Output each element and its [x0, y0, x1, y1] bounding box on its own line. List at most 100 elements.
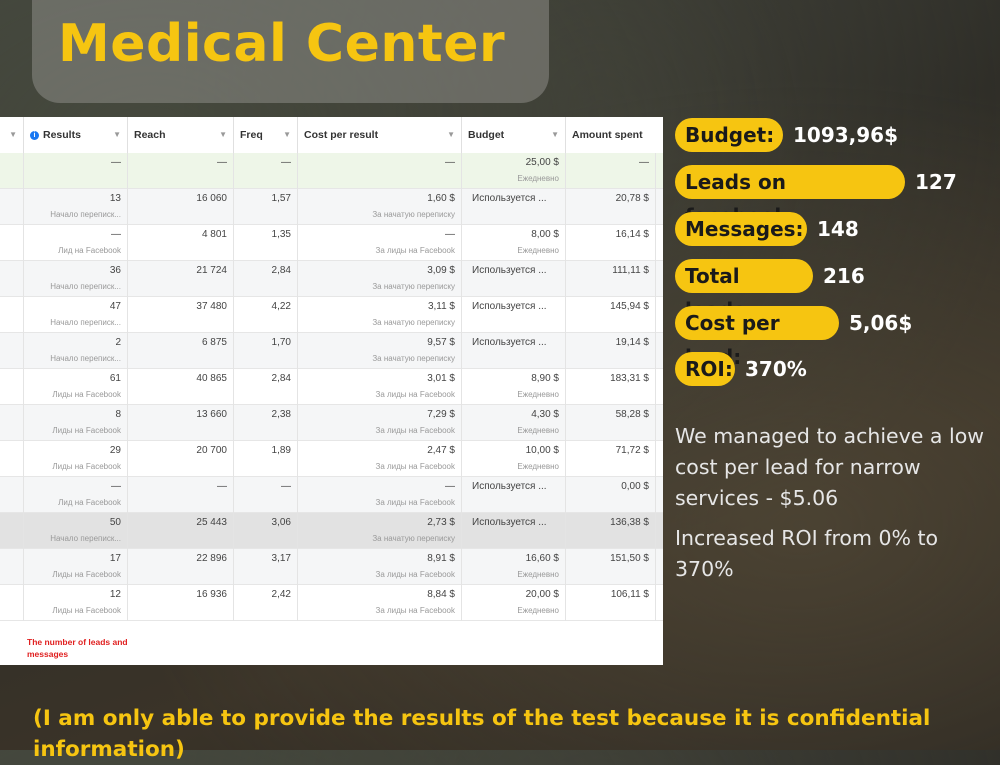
cell-value: Используется ...	[472, 517, 547, 528]
cell-value: 29	[109, 445, 121, 456]
stat-value: 5,06$	[849, 311, 913, 335]
cell-subtext: Начало переписк...	[50, 210, 121, 219]
cell-value: 6 875	[201, 337, 227, 348]
cell-budget: Используется ...	[462, 297, 566, 333]
chevron-down-icon[interactable]: ▼	[219, 130, 227, 139]
table-row[interactable]: — Лид на Facebook 4 801 1,35 — За лиды на Fac…	[0, 225, 663, 261]
row-select-cell[interactable]	[0, 549, 24, 585]
roi-text: Increased ROI from 0% to 370%	[675, 526, 939, 581]
chevron-down-icon[interactable]: ▼	[283, 130, 291, 139]
cell-cpr: 8,84 $ За лиды на Facebook	[298, 585, 462, 621]
cell-subtext: Ежедневно	[517, 390, 559, 399]
table-row[interactable]: 13 Начало переписк... 16 060 1,57 1,60 $ За н…	[0, 189, 663, 225]
row-select-cell[interactable]	[0, 585, 24, 621]
table-row[interactable]: — — — — 25,00 $ Ежедневно —	[0, 153, 663, 189]
cell-results: — Лид на Facebook	[24, 477, 128, 513]
row-select-cell[interactable]	[0, 261, 24, 297]
cell-budget: 8,90 $ Ежедневно	[462, 369, 566, 405]
summary-text: We managed to achieve a low cost per lea…	[675, 424, 985, 510]
chevron-down-icon[interactable]: ▼	[9, 130, 17, 139]
table-row[interactable]: 17 Лиды на Facebook 22 896 3,17 8,91 $ За лид…	[0, 549, 663, 585]
row-select-cell[interactable]	[0, 405, 24, 441]
table-row[interactable]: 29 Лиды на Facebook 20 700 1,89 2,47 $ За лид…	[0, 441, 663, 477]
table-row[interactable]: 2 Начало переписк... 6 875 1,70 9,57 $ За нач…	[0, 333, 663, 369]
stat-value: 148	[817, 217, 859, 241]
cell-cpr: — За лиды на Facebook	[298, 477, 462, 513]
table-row[interactable]: 8 Лиды на Facebook 13 660 2,38 7,29 $ За лиды…	[0, 405, 663, 441]
cell-value: 183,31 $	[610, 373, 649, 384]
cell-value: 8,90 $	[531, 373, 559, 384]
cell-spent: 183,31 $	[566, 369, 656, 405]
cell-value: —	[217, 157, 227, 168]
cell-reach: 40 865	[128, 369, 234, 405]
table-row[interactable]: — Лид на Facebook — — — За лиды на Facebook Ис…	[0, 477, 663, 513]
cell-subtext: За лиды на Facebook	[375, 246, 455, 255]
cell-value: —	[445, 229, 455, 240]
cell-reach: 37 480	[128, 297, 234, 333]
table-row[interactable]: 61 Лиды на Facebook 40 865 2,84 3,01 $ За лид…	[0, 369, 663, 405]
cell-cpr: 3,01 $ За лиды на Facebook	[298, 369, 462, 405]
row-select-cell[interactable]	[0, 369, 24, 405]
cell-value: 12	[109, 589, 121, 600]
cell-value: 3,01 $	[427, 373, 455, 384]
table-row[interactable]: 47 Начало переписк... 37 480 4,22 3,11 $ За н…	[0, 297, 663, 333]
cell-value: —	[111, 157, 121, 168]
confidential-note: (I am only able to provide the results o…	[33, 706, 931, 762]
cell-value: 2,73 $	[427, 517, 455, 528]
cell-value: 13	[109, 193, 121, 204]
stat-value: 1093,96$	[793, 123, 899, 147]
cell-value: 47	[109, 301, 121, 312]
cell-spent: 71,72 $	[566, 441, 656, 477]
row-select-cell[interactable]	[0, 333, 24, 369]
row-select-cell[interactable]	[0, 513, 24, 549]
cell-value: 58,28 $	[615, 409, 649, 420]
cell-results: —	[24, 153, 128, 189]
table-row[interactable]: 12 Лиды на Facebook 16 936 2,42 8,84 $ За лид…	[0, 585, 663, 621]
row-select-cell[interactable]	[0, 189, 24, 225]
table-row[interactable]: 50 Начало переписк... 25 443 3,06 2,73 $ За н…	[0, 513, 663, 549]
cell-spent: 151,50 $	[566, 549, 656, 585]
header-amount-spent[interactable]: Amount spent	[572, 129, 643, 141]
cell-cpr: —	[298, 153, 462, 189]
header-budget[interactable]: Budget ▼	[462, 117, 566, 153]
cell-reach: 6 875	[128, 333, 234, 369]
row-select-cell[interactable]	[0, 477, 24, 513]
info-icon[interactable]: i	[30, 130, 39, 140]
cell-value: 145,94 $	[610, 301, 649, 312]
cell-spent: 19,14 $	[566, 333, 656, 369]
row-select-cell[interactable]	[0, 441, 24, 477]
table-row[interactable]: 36 Начало переписк... 21 724 2,84 3,09 $ За н…	[0, 261, 663, 297]
cell-subtext: Лид на Facebook	[58, 246, 121, 255]
cell-subtext: Лиды на Facebook	[52, 426, 121, 435]
chevron-down-icon[interactable]: ▼	[551, 130, 559, 139]
cell-subtext: Начало переписк...	[50, 318, 121, 327]
cell-budget: 10,00 $ Ежедневно	[462, 441, 566, 477]
cell-subtext: За лиды на Facebook	[375, 498, 455, 507]
row-select-cell[interactable]	[0, 153, 24, 189]
cell-value: Используется ...	[472, 337, 547, 348]
row-select-cell[interactable]	[0, 297, 24, 333]
cell-budget: 8,00 $ Ежедневно	[462, 225, 566, 261]
cell-value: 71,72 $	[615, 445, 649, 456]
cell-value: 2,42	[271, 589, 291, 600]
stat-value: 370%	[745, 357, 807, 381]
cell-reach: 20 700	[128, 441, 234, 477]
row-select-cell[interactable]	[0, 225, 24, 261]
cell-cpr: — За лиды на Facebook	[298, 225, 462, 261]
ads-results-table: ▼ i Results ▼ Reach ▼ Freq ▼ Cost per result…	[0, 117, 663, 665]
cell-spent: 20,78 $	[566, 189, 656, 225]
chevron-down-icon[interactable]: ▼	[113, 130, 121, 139]
header-frequency[interactable]: Freq ▼	[234, 117, 298, 153]
chevron-down-icon[interactable]: ▼	[447, 130, 455, 139]
cell-results: 29 Лиды на Facebook	[24, 441, 128, 477]
cell-subtext: За начатую переписку	[372, 318, 455, 327]
header-cost-per-result[interactable]: Cost per result ▼	[298, 117, 462, 153]
cell-value: 36	[109, 265, 121, 276]
cell-subtext: За лиды на Facebook	[375, 390, 455, 399]
cell-value: 20,78 $	[615, 193, 649, 204]
cell-cpr: 2,73 $ За начатую переписку	[298, 513, 462, 549]
cell-value: 1,57	[271, 193, 291, 204]
header-reach[interactable]: Reach ▼	[128, 117, 234, 153]
header-results[interactable]: i Results ▼	[24, 117, 128, 153]
cell-value: —	[217, 481, 227, 492]
